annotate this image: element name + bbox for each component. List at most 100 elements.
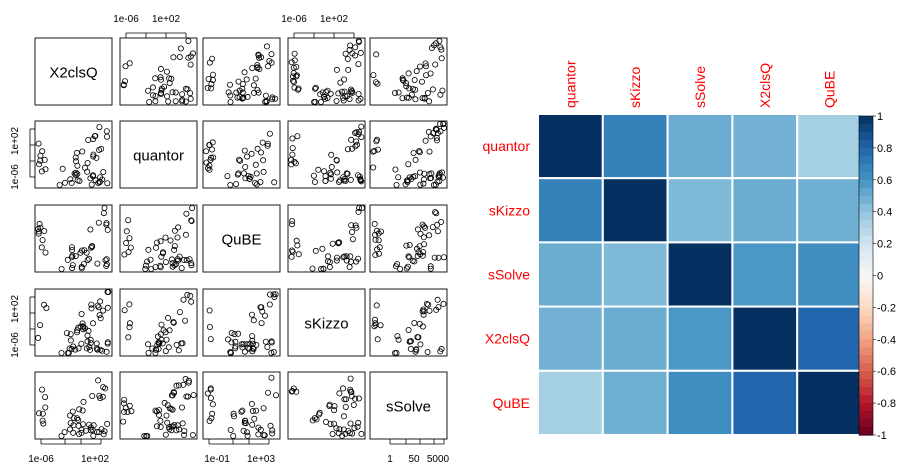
tick-label: 1: [387, 454, 393, 465]
colorbar-segment: [859, 195, 873, 205]
scatter-point: [61, 429, 68, 436]
scatter-point: [290, 64, 297, 71]
scatter-point: [391, 90, 398, 97]
scatter-point: [224, 336, 231, 343]
scatter-point: [260, 168, 267, 175]
scatter-point: [348, 86, 355, 93]
scatter-point: [170, 319, 177, 326]
scatter-point: [79, 421, 86, 428]
panel-frame: [119, 37, 198, 106]
scatter-point: [372, 79, 379, 86]
scatter-point: [43, 305, 50, 312]
scatter-point: [36, 161, 43, 168]
colorbar-segment: [859, 315, 873, 324]
scatter-point: [395, 336, 402, 343]
scatter-point: [36, 228, 43, 235]
scatter-point: [321, 93, 328, 100]
scatter-point: [159, 340, 166, 347]
scatter-point: [189, 431, 196, 438]
scatter-point: [204, 84, 211, 91]
scatter-point: [101, 428, 108, 435]
scatter-point: [312, 247, 319, 254]
scatter-point: [340, 97, 347, 104]
scatter-point: [352, 222, 359, 229]
scatter-point: [188, 262, 195, 269]
scatter-point: [126, 320, 133, 327]
scatter-point: [157, 76, 164, 83]
scatter-point: [250, 317, 257, 324]
scatter-point: [39, 410, 46, 417]
scatter-point: [356, 173, 363, 180]
scatter-point: [346, 96, 353, 103]
scatter-point: [326, 259, 333, 266]
scatter-point: [375, 230, 382, 237]
scatter-point: [64, 349, 71, 356]
scatter-point: [328, 151, 335, 158]
heatmap-cell: [537, 305, 604, 372]
heatmap-cell: [601, 177, 669, 244]
scatter-point: [230, 413, 237, 420]
scatter-point: [170, 388, 177, 395]
scatter-point: [155, 411, 162, 418]
scatter-point: [260, 405, 267, 412]
scatter-point: [312, 84, 319, 91]
scatter-point: [208, 154, 215, 161]
heatmap-cell: [537, 177, 604, 244]
scatter-point: [412, 96, 419, 103]
scatter-point: [317, 99, 324, 106]
scatter-point: [73, 169, 80, 176]
scatter-point: [336, 426, 343, 433]
column-label: sKizzo: [627, 67, 643, 108]
scatter-point: [172, 89, 179, 96]
scatter-point: [263, 43, 270, 50]
scatter-point: [433, 126, 440, 133]
scatter-point: [371, 323, 378, 330]
heatmap-cell: [537, 369, 604, 436]
heatmap-cell: [666, 113, 734, 180]
scatter-point: [341, 76, 348, 83]
scatter-point: [103, 261, 110, 268]
colorbar-segment: [859, 259, 873, 269]
scatter-point: [347, 176, 354, 183]
scatter-point: [177, 45, 184, 52]
panel-frame: [34, 288, 113, 357]
scatter-point: [272, 95, 279, 102]
scatter-point: [411, 77, 418, 84]
scatter-point: [236, 156, 243, 163]
scatter-point: [70, 429, 77, 436]
row-label: sSolve: [488, 267, 530, 283]
scatter-point: [125, 249, 132, 256]
scatter-point: [295, 251, 302, 258]
scatter-point: [72, 346, 79, 353]
scatter-point: [208, 146, 215, 153]
scatter-point: [206, 59, 213, 66]
scatter-point: [264, 343, 271, 350]
scatter-point: [80, 326, 87, 333]
colorbar-segment: [859, 139, 873, 149]
scatter-point: [90, 151, 97, 158]
colorbar-label: -1: [877, 430, 887, 442]
row-label: quantor: [483, 138, 531, 154]
tick-label: 1e+02: [10, 127, 21, 156]
scatter-point: [348, 89, 355, 96]
scatter-point: [426, 98, 433, 105]
scatter-point: [176, 309, 183, 316]
scatter-point: [158, 321, 165, 328]
scatter-point: [431, 42, 438, 49]
scatter-point: [74, 329, 81, 336]
scatter-point: [406, 241, 413, 248]
scatter-point: [440, 121, 447, 128]
panel-frame: [287, 204, 366, 273]
scatter-point: [204, 390, 211, 397]
scatter-point: [165, 98, 172, 105]
scatter-point: [42, 166, 49, 173]
scatter-point: [404, 263, 411, 270]
scatter-point: [176, 426, 183, 433]
scatter-point: [264, 63, 271, 70]
scatter-point: [79, 407, 86, 414]
scatter-point: [244, 153, 251, 160]
scatter-point: [341, 396, 348, 403]
scatter-point: [410, 149, 417, 156]
scatter-point: [128, 408, 135, 415]
scatter-point: [288, 247, 295, 254]
